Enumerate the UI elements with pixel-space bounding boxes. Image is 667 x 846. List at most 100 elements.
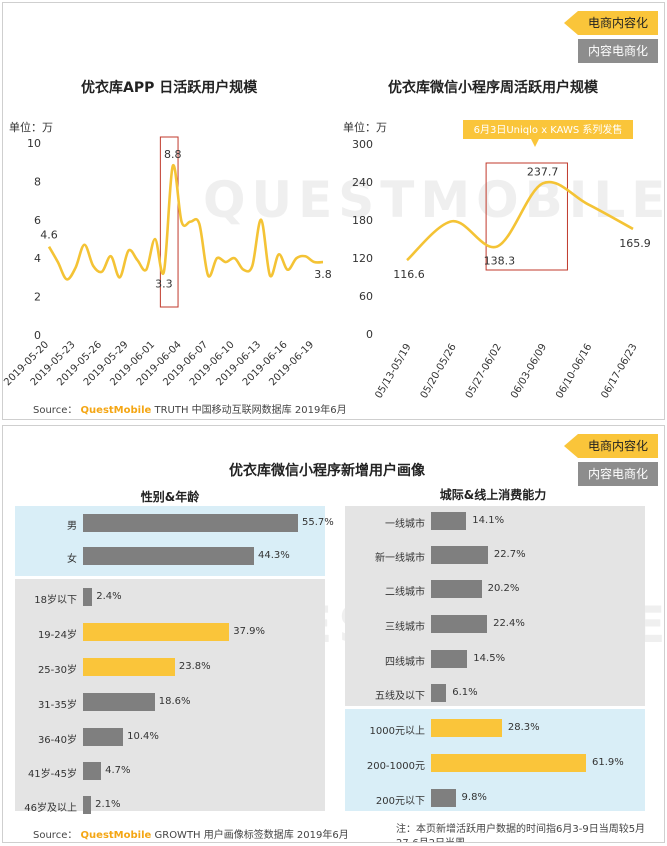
bar-value-label: 61.9% bbox=[592, 757, 624, 768]
bar-value-label: 18.6% bbox=[158, 696, 191, 707]
bar bbox=[431, 580, 482, 598]
bar-value-label: 2.4% bbox=[96, 591, 122, 602]
bar bbox=[83, 762, 102, 780]
bar-category-label: 19-24岁 bbox=[37, 630, 77, 641]
bar-category-label: 男 bbox=[67, 521, 77, 532]
bar-category-label: 一线城市 bbox=[385, 519, 425, 530]
bar bbox=[431, 546, 488, 564]
annotation-text: 6月3日Uniqlo x KAWS 系列发售 bbox=[474, 123, 623, 136]
x-tick-label: 05/20-05/26 bbox=[419, 342, 459, 401]
y-tick-label: 60 bbox=[359, 290, 373, 303]
bar bbox=[83, 796, 92, 814]
annotation-box bbox=[463, 120, 633, 139]
data-label: 8.8 bbox=[164, 148, 182, 161]
bar-category-label: 18岁以下 bbox=[34, 595, 77, 606]
y-tick-label: 0 bbox=[34, 329, 41, 342]
weekly-active-chart: 0 60 120 180 240 300 6月3日Uniqlo x KAWS 系列发售 116… bbox=[352, 120, 651, 401]
bar-category-label: 46岁及以上 bbox=[24, 803, 77, 814]
highlight-box bbox=[159, 136, 179, 308]
tag-secondary: 内容电商化 bbox=[578, 39, 658, 63]
bar-value-label: 20.2% bbox=[487, 583, 520, 594]
bar bbox=[83, 588, 93, 606]
bar-category-label: 1000元以上 bbox=[369, 726, 425, 737]
bar-value-label: 55.7% bbox=[302, 517, 334, 528]
x-tick-label: 05/27-06/02 bbox=[464, 342, 504, 401]
bar bbox=[83, 658, 175, 676]
bar-value-label: 4.7% bbox=[105, 765, 131, 776]
bar-value-label: 28.3% bbox=[507, 722, 540, 733]
bar bbox=[431, 512, 467, 530]
bar bbox=[431, 615, 488, 633]
y-tick-label: 180 bbox=[352, 214, 373, 227]
x-tick-label: 05/13-05/19 bbox=[373, 342, 413, 401]
bar bbox=[83, 514, 298, 532]
source-brand: QuestMobile bbox=[80, 830, 152, 841]
tag-primary: 电商内容化 bbox=[564, 434, 658, 458]
bar bbox=[83, 728, 124, 746]
highlight-box bbox=[485, 162, 568, 271]
watermark: QUESTMOBILE bbox=[203, 171, 665, 229]
top-panel: 电商内容化 内容电商化 QUESTMOBILE 优衣库APP 日活跃用户规模 优… bbox=[2, 2, 665, 420]
bar-value-label: 9.8% bbox=[461, 792, 487, 803]
series-line bbox=[406, 180, 634, 262]
bar-category-label: 25-30岁 bbox=[37, 665, 77, 676]
bar-value-label: 14.1% bbox=[472, 515, 505, 526]
bar-value-label: 23.8% bbox=[178, 661, 211, 672]
y-tick-label: 0 bbox=[366, 328, 373, 341]
x-tick-label: 06/03-06/09 bbox=[509, 342, 549, 401]
bar-category-label: 200-1000元 bbox=[366, 761, 425, 772]
bar-category-label: 新一线城市 bbox=[375, 553, 425, 564]
bar bbox=[83, 693, 155, 711]
source-detail: GROWTH 用户画像标签数据库 2019年6月 bbox=[151, 830, 349, 841]
y-tick-label: 4 bbox=[34, 252, 41, 265]
source-line-2: Source： QuestMobile GROWTH 用户画像标签数据库 201… bbox=[33, 826, 349, 841]
tag-primary: 电商内容化 bbox=[564, 11, 658, 35]
source-brand: QuestMobile bbox=[80, 405, 152, 416]
bar-category-label: 女 bbox=[67, 554, 77, 565]
data-label: 237.7 bbox=[527, 165, 559, 178]
y-tick-label: 10 bbox=[27, 137, 41, 150]
city-bg bbox=[345, 506, 645, 706]
bar-category-label: 三线城市 bbox=[385, 622, 425, 633]
series-line bbox=[47, 164, 324, 281]
bar-category-label: 二线城市 bbox=[385, 587, 425, 598]
left-subtitle: 性别&年龄 bbox=[140, 490, 200, 504]
y-tick-label: 2 bbox=[34, 291, 41, 304]
y-tick-label: 6 bbox=[34, 214, 41, 227]
data-label: 4.6 bbox=[40, 229, 58, 242]
bar-category-label: 36-40岁 bbox=[37, 735, 77, 746]
bar bbox=[431, 719, 502, 737]
bar bbox=[431, 684, 447, 702]
y-tick-label: 240 bbox=[352, 176, 373, 189]
x-tick-label: 2019-05-20 bbox=[3, 339, 51, 388]
bar bbox=[431, 650, 468, 668]
bar bbox=[431, 789, 456, 807]
bar-category-label: 200元以下 bbox=[375, 796, 425, 807]
bar-category-label: 四线城市 bbox=[385, 657, 425, 668]
bar-category-label: 31-35岁 bbox=[37, 700, 77, 711]
y-tick-label: 120 bbox=[352, 252, 373, 265]
y-tick-label: 8 bbox=[34, 175, 41, 188]
x-tick-label: 06/10-06/16 bbox=[554, 342, 594, 401]
y-tick-label: 300 bbox=[352, 138, 373, 151]
bar-value-label: 6.1% bbox=[452, 687, 478, 698]
chart1-unit: 单位：万 bbox=[9, 121, 53, 134]
tag-secondary: 内容电商化 bbox=[578, 462, 658, 486]
data-label: 116.6 bbox=[393, 268, 425, 281]
bar bbox=[431, 754, 586, 772]
daily-active-chart: 02468104.63.38.83.82019-05-202019-05-232… bbox=[3, 136, 332, 388]
portrait-title: 优衣库微信小程序新增用户画像 bbox=[229, 463, 425, 479]
data-label: 3.8 bbox=[314, 268, 332, 281]
data-label: 138.3 bbox=[484, 254, 516, 267]
data-label: 165.9 bbox=[619, 237, 651, 250]
source-detail: TRUTH 中国移动互联网数据库 2019年6月 bbox=[151, 405, 347, 416]
x-tick-label: 06/17-06/23 bbox=[599, 342, 639, 401]
bar bbox=[83, 547, 254, 565]
source-prefix: Source： bbox=[33, 405, 78, 416]
bar-category-label: 41岁-45岁 bbox=[27, 769, 77, 780]
bar-value-label: 22.4% bbox=[493, 618, 525, 629]
right-subtitle: 城际&线上消费能力 bbox=[439, 488, 547, 502]
bar-value-label: 2.1% bbox=[95, 799, 121, 810]
chart2-title: 优衣库微信小程序周活跃用户规模 bbox=[388, 80, 598, 96]
bar-value-label: 44.3% bbox=[257, 550, 290, 561]
